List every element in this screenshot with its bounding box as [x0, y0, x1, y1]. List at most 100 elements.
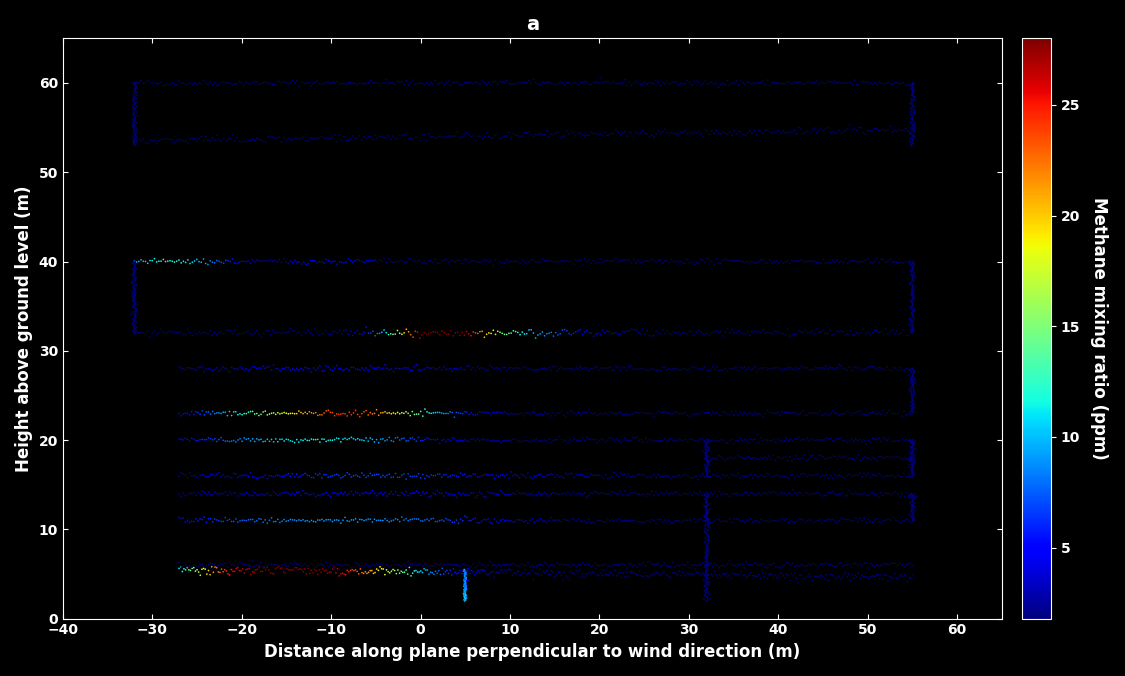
Point — [344, 470, 362, 481]
Point — [903, 302, 921, 313]
Point — [840, 514, 858, 525]
Point — [658, 255, 676, 266]
Point — [813, 435, 831, 445]
Point — [666, 516, 684, 527]
Point — [317, 254, 335, 265]
Point — [634, 469, 652, 480]
Point — [124, 114, 142, 124]
Point — [776, 329, 794, 340]
Point — [449, 255, 467, 266]
Point — [511, 472, 529, 483]
Point — [784, 470, 802, 481]
Point — [899, 558, 917, 569]
Point — [799, 433, 817, 443]
Point — [172, 562, 190, 573]
Point — [752, 452, 770, 463]
Point — [773, 454, 791, 464]
Point — [699, 458, 717, 468]
Point — [903, 112, 921, 122]
Point — [508, 486, 526, 497]
Point — [241, 135, 259, 146]
Point — [250, 473, 268, 483]
Point — [809, 487, 827, 498]
Point — [754, 567, 772, 578]
Point — [903, 256, 921, 267]
Point — [458, 512, 476, 523]
Point — [504, 488, 522, 499]
Point — [243, 254, 261, 265]
Point — [487, 407, 505, 418]
Point — [469, 328, 487, 339]
Point — [750, 560, 768, 571]
Point — [865, 408, 883, 418]
Point — [267, 470, 285, 481]
Point — [574, 260, 592, 271]
Point — [199, 406, 217, 417]
Point — [627, 76, 645, 87]
Point — [642, 78, 660, 89]
Point — [223, 436, 241, 447]
Point — [830, 451, 848, 462]
Point — [698, 512, 716, 523]
Point — [358, 132, 376, 143]
Point — [702, 471, 720, 482]
Point — [673, 516, 691, 527]
Point — [426, 566, 444, 577]
Point — [712, 572, 730, 583]
Point — [782, 560, 800, 571]
Point — [726, 569, 744, 579]
Point — [678, 489, 696, 500]
Point — [897, 331, 915, 341]
Point — [254, 489, 272, 500]
Point — [226, 566, 244, 577]
Point — [770, 516, 788, 527]
Point — [903, 95, 921, 105]
Point — [760, 451, 778, 462]
Point — [416, 404, 434, 414]
Point — [828, 126, 846, 137]
Point — [562, 78, 580, 89]
Point — [837, 78, 855, 89]
Point — [903, 454, 921, 464]
Point — [322, 471, 340, 482]
Point — [324, 435, 342, 445]
Point — [681, 364, 699, 375]
Point — [901, 277, 919, 288]
Point — [295, 78, 313, 89]
Point — [746, 362, 764, 372]
Point — [127, 260, 145, 271]
Point — [544, 567, 562, 578]
Point — [904, 468, 922, 479]
Point — [390, 472, 408, 483]
Point — [611, 407, 629, 418]
Point — [125, 268, 143, 279]
Point — [356, 78, 374, 89]
Point — [245, 256, 263, 267]
Point — [576, 362, 594, 373]
Point — [515, 257, 533, 268]
Point — [882, 436, 900, 447]
Point — [177, 470, 195, 481]
Point — [903, 393, 921, 404]
Point — [433, 76, 451, 87]
Point — [260, 409, 278, 420]
Point — [127, 80, 145, 91]
Point — [374, 363, 391, 374]
Point — [741, 364, 759, 375]
Point — [426, 132, 444, 143]
Point — [360, 131, 378, 142]
Point — [618, 80, 636, 91]
Point — [591, 409, 609, 420]
Point — [550, 559, 568, 570]
Point — [555, 514, 573, 525]
Point — [150, 78, 168, 89]
Point — [414, 435, 432, 446]
Point — [773, 513, 791, 524]
Point — [696, 437, 714, 448]
Point — [891, 471, 909, 482]
Point — [458, 581, 476, 592]
Point — [456, 571, 474, 581]
Point — [882, 489, 900, 500]
Point — [699, 499, 717, 510]
Point — [474, 256, 492, 267]
